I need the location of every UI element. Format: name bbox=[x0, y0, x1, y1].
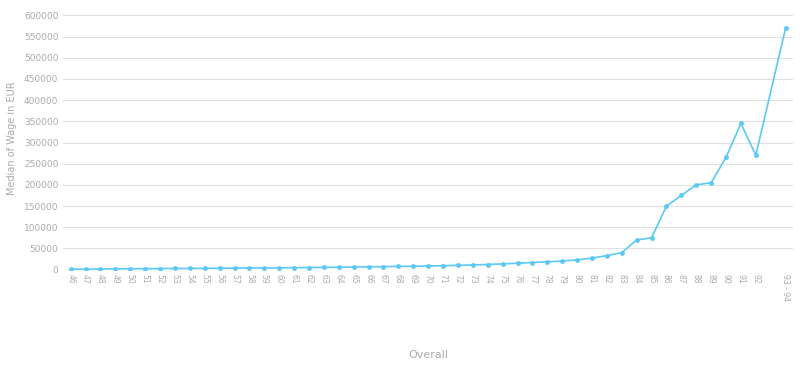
Y-axis label: Median of Wage in EUR: Median of Wage in EUR bbox=[7, 81, 17, 195]
X-axis label: Overall: Overall bbox=[408, 350, 448, 360]
